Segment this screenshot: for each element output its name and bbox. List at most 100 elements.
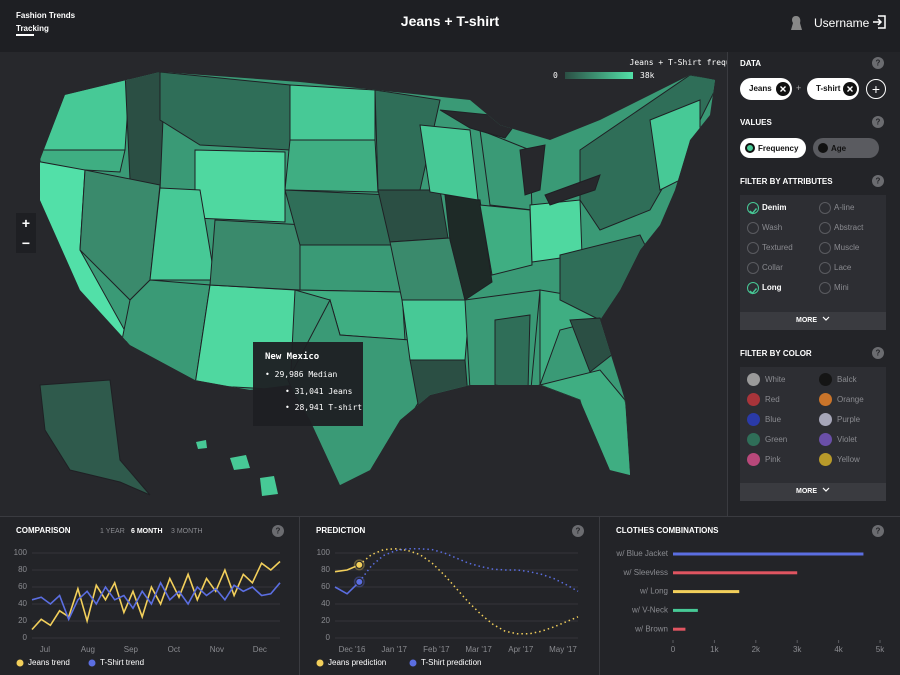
y-tick-label: 60 <box>18 582 27 591</box>
range-tab: 6 MONTH <box>131 528 163 535</box>
divider <box>299 517 300 675</box>
tooltip-line: • 29,986 Median <box>265 370 338 379</box>
x-tick-label: 1k <box>710 645 719 654</box>
page-title: Jeans + T-shirt <box>400 13 500 29</box>
y-tick-label: 80 <box>18 565 27 574</box>
tooltip-line: • 28,941 T-shirt <box>285 403 363 412</box>
divider <box>599 517 600 675</box>
help-mark: ? <box>876 177 881 186</box>
actual-line <box>334 564 360 573</box>
brand-line: Tracking <box>16 24 49 33</box>
help-icon <box>872 175 884 187</box>
trend-line <box>31 560 281 631</box>
tooltip-title: New Mexico <box>265 352 320 362</box>
legend-label: T-Shirt trend <box>100 658 144 667</box>
chart-title: COMPARISON <box>16 526 71 535</box>
brand[interactable]: Fashion Trends Tracking <box>16 9 75 35</box>
help-icon <box>872 57 884 69</box>
x-tick-label: Aug <box>81 645 95 654</box>
trend-line <box>31 580 281 622</box>
help-icon <box>872 347 884 359</box>
bar <box>673 608 698 612</box>
category-label: w/ V-Neck <box>631 606 669 615</box>
bottom-bar <box>0 516 900 675</box>
x-tick-label: Nov <box>210 645 224 654</box>
x-tick-label: Jan '17 <box>381 645 407 654</box>
help-icon <box>572 525 584 537</box>
bar <box>673 552 864 556</box>
y-tick-label: 80 <box>321 565 330 574</box>
hawaii <box>260 476 278 496</box>
help-icon <box>872 525 884 537</box>
zoom-out[interactable]: − <box>21 235 31 251</box>
bar <box>673 627 686 631</box>
x-tick-label: 2k <box>752 645 761 654</box>
category-label: w/ Long <box>639 587 668 596</box>
help-icon <box>272 525 284 537</box>
tooltip: New Mexico • 29,986 Median • 31,041 Jean… <box>253 342 363 426</box>
x-tick-label: 5k <box>876 645 885 654</box>
username[interactable]: Username <box>814 16 870 30</box>
tooltip-line: • 31,041 Jeans <box>285 387 353 396</box>
legend-min: 0 <box>553 71 558 80</box>
category-label: w/ Sleevless <box>623 568 668 577</box>
legend-label: Jeans prediction <box>328 658 386 667</box>
range-tab: 3 MONTH <box>171 528 203 535</box>
y-tick-label: 100 <box>317 548 331 557</box>
category-label: w/ Blue Jacket <box>615 549 668 558</box>
help-mark: ? <box>576 527 581 536</box>
forecast-line <box>358 548 579 635</box>
tooltip-text: 28,941 T-shirt <box>294 403 363 412</box>
bar <box>673 590 740 594</box>
help-mark: ? <box>876 527 881 536</box>
legend-label: T-Shirt prediction <box>421 658 481 667</box>
avatar[interactable] <box>788 14 804 32</box>
forecast-line <box>358 548 579 592</box>
legend-gradient <box>565 72 633 79</box>
x-tick-label: Jul <box>40 645 50 654</box>
y-tick-label: 40 <box>321 599 330 608</box>
zoom-control: + − <box>16 213 36 253</box>
y-tick-label: 60 <box>321 582 330 591</box>
states <box>40 72 715 485</box>
chart-title: CLOTHES COMBINATIONS <box>616 526 719 535</box>
help-mark: ? <box>276 527 281 536</box>
y-tick-label: 0 <box>326 633 331 642</box>
actual-line <box>334 581 360 595</box>
map[interactable] <box>0 52 727 516</box>
brand-line: Fashion Trends <box>16 11 76 20</box>
legend-dot <box>88 659 96 667</box>
x-tick-label: 3k <box>793 645 802 654</box>
tooltip-text: 31,041 Jeans <box>294 387 353 396</box>
header <box>0 0 900 52</box>
x-tick-label: 0 <box>671 645 676 654</box>
y-tick-label: 0 <box>23 633 28 642</box>
legend-dot <box>16 659 24 667</box>
help-mark: ? <box>876 59 881 68</box>
category-label: w/ Brown <box>634 624 668 633</box>
current-point <box>355 560 364 569</box>
logout-icon[interactable] <box>872 15 886 29</box>
x-tick-label: Dec <box>253 645 267 654</box>
x-tick-label: Dec '16 <box>339 645 366 654</box>
legend-dot <box>409 659 417 667</box>
help-mark: ? <box>876 349 881 358</box>
y-tick-label: 20 <box>321 616 330 625</box>
legend-dot <box>316 659 324 667</box>
zoom-in[interactable]: + <box>21 215 31 231</box>
legend-label: Jeans trend <box>28 658 70 667</box>
range-tab: 1 YEAR <box>100 528 125 535</box>
bar <box>673 571 798 575</box>
hawaii <box>196 440 207 449</box>
hawaii <box>230 455 250 470</box>
x-tick-label: Feb '17 <box>423 645 450 654</box>
x-tick-label: Oct <box>168 645 181 654</box>
current-point <box>355 577 364 586</box>
y-tick-label: 100 <box>14 548 28 557</box>
x-tick-label: 4k <box>834 645 843 654</box>
help-mark: ? <box>876 118 881 127</box>
tooltip-text: 29,986 Median <box>274 370 338 379</box>
x-tick-label: Sep <box>124 645 139 654</box>
x-tick-label: Apr '17 <box>508 645 534 654</box>
